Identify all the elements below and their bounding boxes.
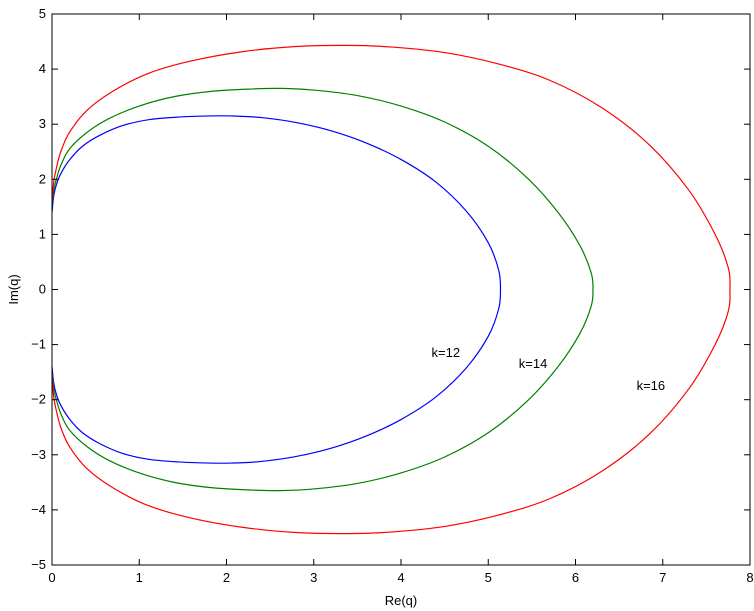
curves (51, 44, 731, 535)
y-tick-label: 0 (39, 282, 46, 297)
x-tick-label: 2 (223, 570, 230, 585)
x-tick-label: 0 (48, 570, 55, 585)
curve-annotation: k=16 (637, 378, 666, 393)
x-tick-label: 6 (572, 570, 579, 585)
curve-annotation: k=14 (519, 356, 548, 371)
y-tick-label: −2 (31, 392, 46, 407)
x-tick-label: 4 (397, 570, 404, 585)
x-axis-label: Re(q) (385, 593, 418, 608)
curve-annotation: k=12 (432, 345, 461, 360)
y-tick-label: −4 (31, 502, 46, 517)
y-tick-label: −1 (31, 337, 46, 352)
y-tick-label: −3 (31, 447, 46, 462)
x-tick-label: 7 (659, 570, 666, 585)
x-tick-label: 5 (485, 570, 492, 585)
y-tick-label: −5 (31, 557, 46, 572)
ticks: 0 1 2 3 4 5 6 7 8 −5 −4 −3 −2 −1 0 1 2 3 4 5 (31, 6, 753, 585)
series-line-1 (51, 87, 594, 492)
y-tick-label: 3 (39, 116, 46, 131)
x-tick-label: 1 (136, 570, 143, 585)
series-line-0 (51, 115, 502, 464)
x-tick-label: 8 (746, 570, 753, 585)
y-axis-label: Im(q) (6, 274, 21, 304)
x-tick-label: 3 (310, 570, 317, 585)
y-tick-label: 5 (39, 6, 46, 21)
axes-frame (51, 13, 751, 566)
y-tick-label: 4 (39, 61, 46, 76)
y-tick-label: 1 (39, 226, 46, 241)
y-tick-label: 2 (39, 171, 46, 186)
annotations: k=12 k=14 k=16 (432, 345, 666, 393)
series-line-2 (51, 44, 731, 535)
